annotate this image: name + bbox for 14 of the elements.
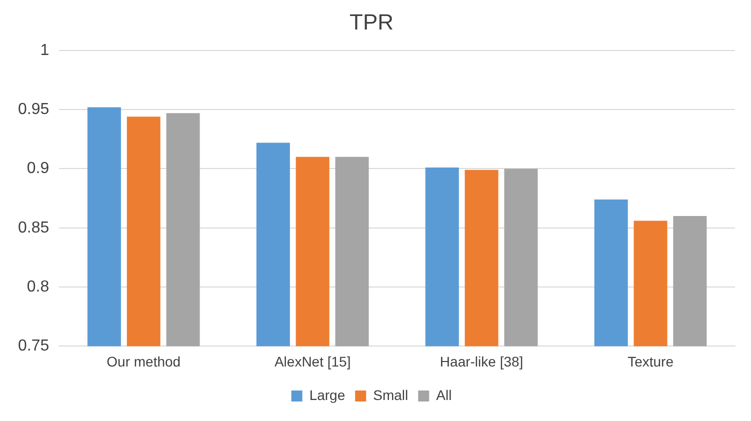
y-tick-label: 0.85 (18, 219, 50, 236)
x-tick-label: Haar-like [38] (440, 353, 524, 370)
x-tick-label: Our method (106, 353, 181, 370)
chart-title: TPR (350, 9, 394, 34)
legend-label: All (436, 386, 452, 403)
x-tick-label: Texture (628, 353, 674, 370)
y-tick-label: 0.9 (26, 160, 50, 178)
y-tick-label: 0.8 (26, 278, 50, 296)
x-tick-label: AlexNet [15] (274, 353, 351, 370)
y-tick-label: 0.95 (18, 100, 50, 118)
y-tick-label: 0.75 (18, 338, 50, 355)
y-tick-label: 1 (40, 42, 50, 59)
legend-label: Large (309, 386, 346, 403)
legend-label: Small (373, 386, 408, 403)
